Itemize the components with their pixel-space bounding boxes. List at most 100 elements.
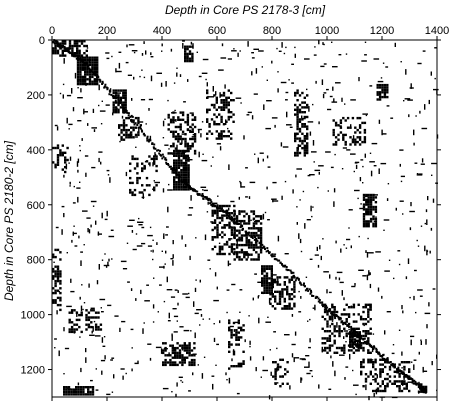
match-cell [376,91,379,94]
match-cell [98,78,101,81]
match-cell [390,117,394,119]
match-cell [230,250,234,253]
match-cell [107,304,112,307]
match-cell [213,103,216,107]
match-cell [292,189,294,194]
match-cell [221,43,224,47]
match-cell [194,190,197,193]
match-cell [360,159,364,161]
match-cell [370,170,373,177]
match-cell [70,390,73,394]
match-cell [280,81,287,84]
match-cell [332,119,335,122]
match-cell [249,340,251,345]
match-cell [197,128,202,131]
match-cell [119,106,123,109]
match-cell [251,57,255,59]
match-cell [131,155,134,158]
match-cell [309,370,313,372]
match-cell [87,386,90,389]
match-cell [220,132,223,135]
match-cell [413,129,415,136]
match-cell [356,331,359,334]
match-cell [172,254,174,259]
match-cell [362,318,365,321]
match-cell [271,198,277,200]
match-cell [279,385,282,388]
match-cell [339,131,343,134]
match-cell [405,382,408,385]
match-cell [353,328,356,331]
match-cell [84,75,87,79]
match-cell [127,74,132,76]
match-cell [285,99,288,101]
match-cell [186,159,193,161]
match-cell [376,98,379,101]
match-cell [314,169,321,172]
match-cell [94,335,101,337]
match-cell [292,271,295,274]
match-cell [79,145,81,147]
match-cell [240,210,244,213]
match-cell [67,388,71,391]
match-cell [333,98,335,103]
match-cell [92,205,95,207]
match-cell [296,91,299,95]
match-cell [188,186,191,189]
match-cell [56,248,60,252]
match-cell [189,112,194,114]
match-cell [420,383,423,386]
match-cell [212,156,214,158]
match-cell [288,278,291,281]
match-cell [161,250,163,252]
match-cell [211,209,214,212]
match-cell [233,217,236,220]
match-cell [76,40,79,43]
match-cell [226,289,230,291]
match-cell [413,359,417,361]
match-cell [352,369,354,372]
match-cell [391,363,394,366]
match-cell [345,303,348,306]
match-cell [323,303,327,306]
match-cell [79,149,81,152]
match-cell [372,205,375,209]
match-cell [114,111,118,114]
match-cell [381,355,384,358]
match-cell [255,239,258,242]
match-cell [264,248,266,250]
match-cell [215,206,218,209]
match-cell [213,94,216,97]
match-cell [298,130,302,133]
match-cell [196,190,199,193]
match-cell [265,284,269,287]
match-cell [235,251,239,254]
match-cell [286,290,289,293]
match-cell [127,225,133,227]
match-cell [93,68,96,71]
match-cell [266,186,268,190]
match-cell [195,237,197,239]
match-cell [154,147,157,150]
match-cell [250,231,253,235]
match-cell [122,91,125,95]
match-cell [59,303,62,307]
match-cell [170,167,173,170]
match-cell [70,325,74,329]
match-cell [180,171,183,174]
match-cell [328,330,332,333]
match-cell [369,351,372,354]
match-cell [228,326,231,329]
match-cell [310,205,312,212]
match-cell [216,233,219,236]
match-cell [225,106,228,109]
match-cell [388,259,391,261]
match-cell [261,265,264,268]
match-cell [182,178,185,181]
match-cell [335,330,339,333]
match-cell [59,279,62,283]
match-cell [142,328,144,334]
match-cell [414,269,417,272]
match-cell [175,181,178,184]
match-cell [76,61,80,64]
